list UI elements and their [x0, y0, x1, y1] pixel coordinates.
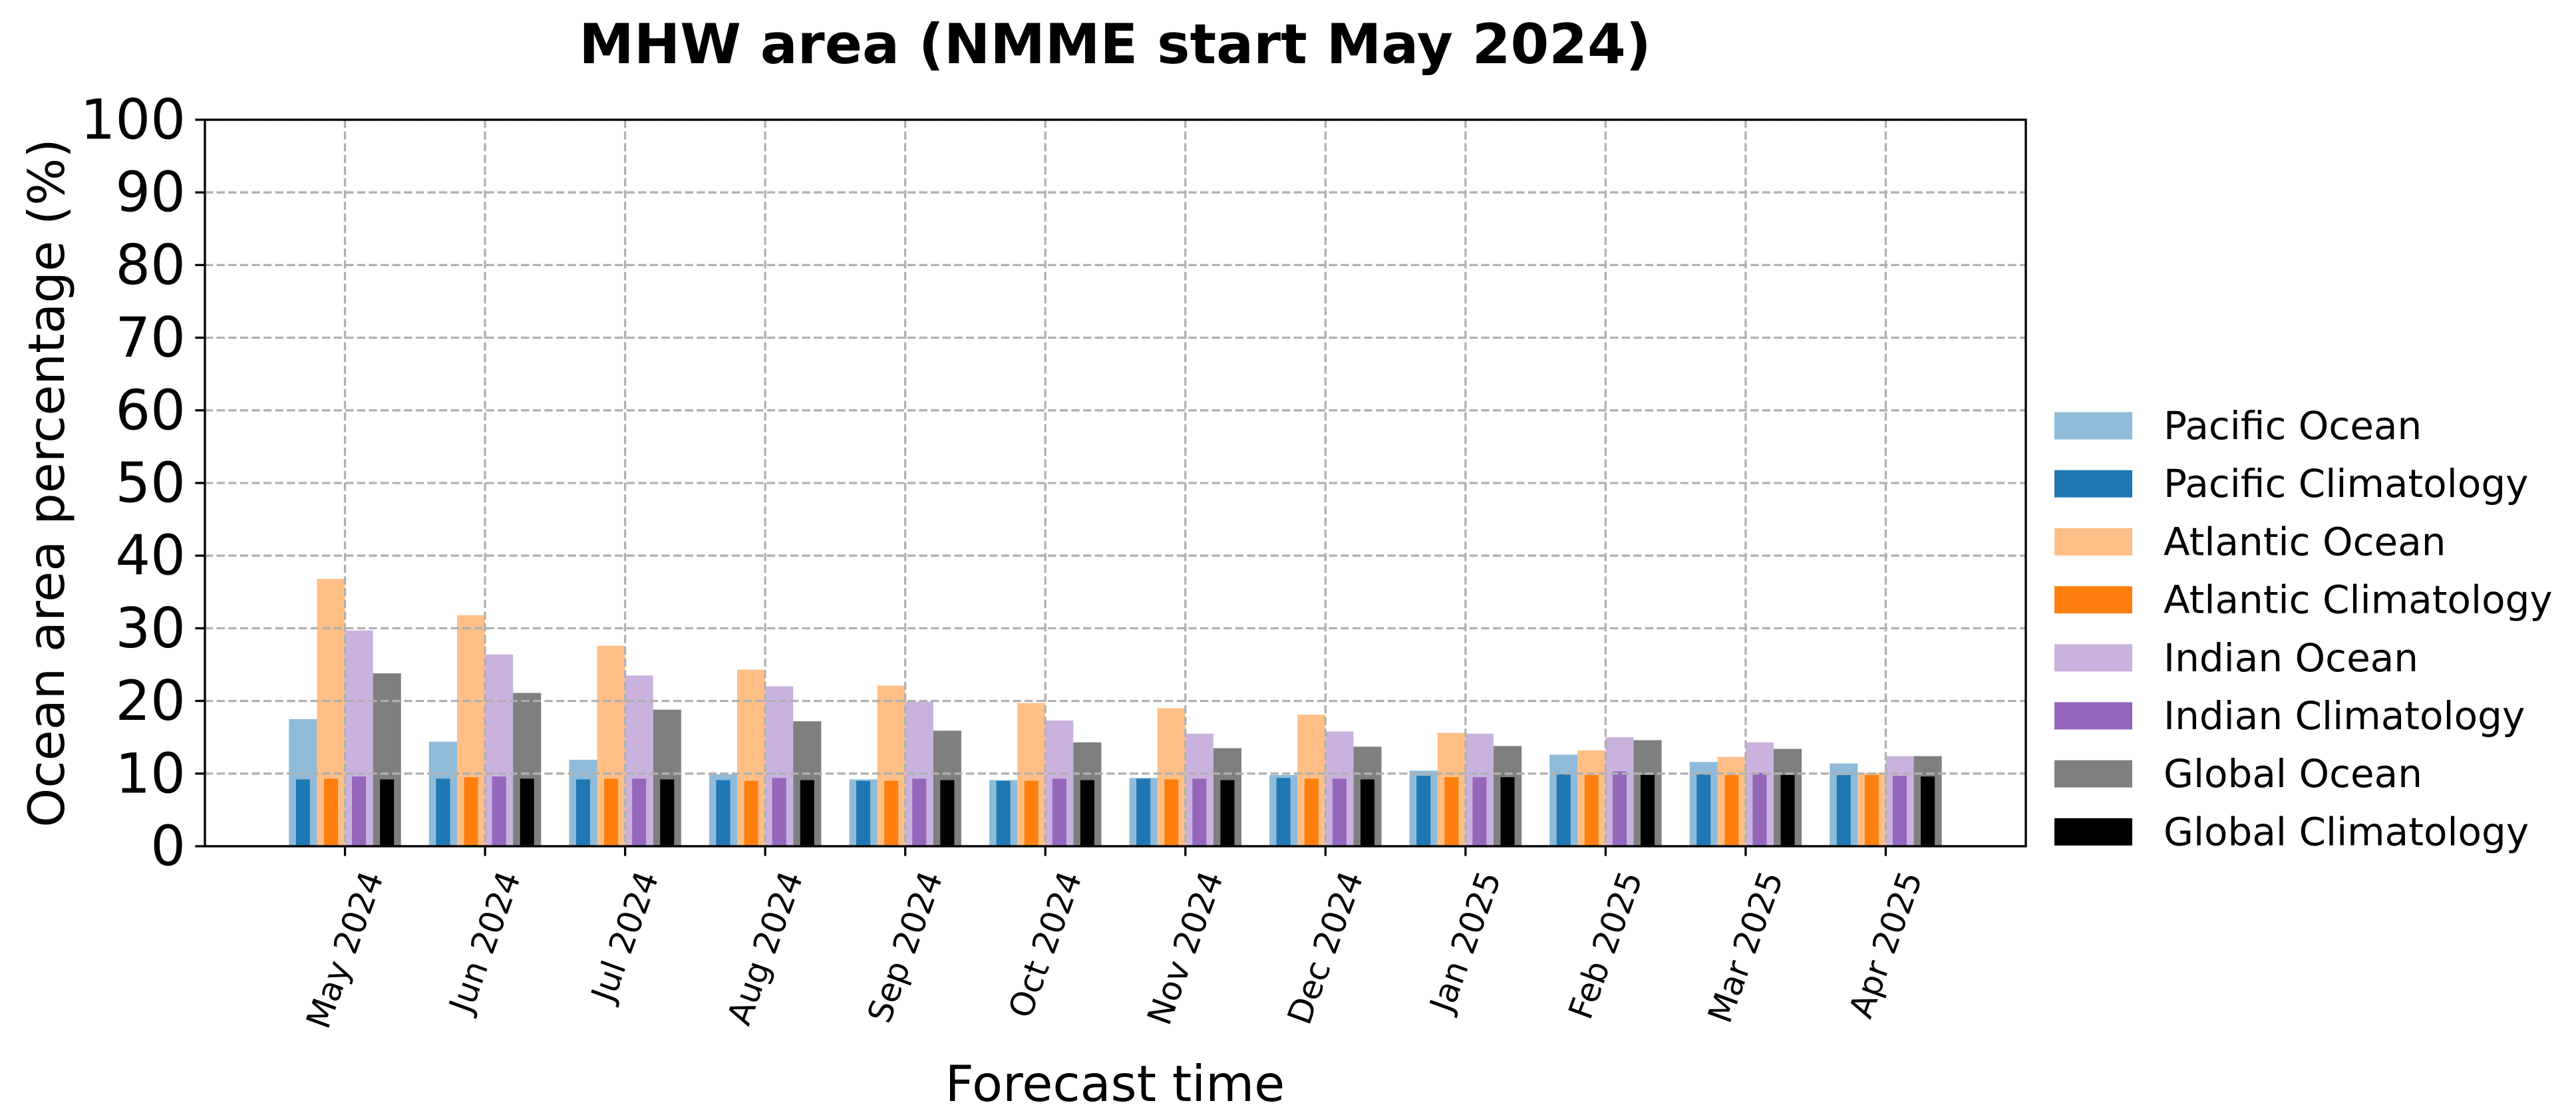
- bar-global-climatology-nov-2024: [1220, 780, 1235, 846]
- bar-atlantic-climatology-nov-2024: [1164, 779, 1179, 846]
- bar-indian-climatology-may-2024: [352, 776, 367, 846]
- bar-global-climatology-jan-2025: [1500, 777, 1515, 846]
- bar-global-climatology-feb-2025: [1641, 774, 1655, 846]
- y-tick-label: 30: [115, 596, 186, 661]
- y-tick-label: 50: [115, 451, 186, 516]
- bar-indian-climatology-nov-2024: [1192, 778, 1207, 846]
- y-axis-ticks: 0 10 20 30 40 50 60 70 80 90 100: [80, 88, 205, 879]
- bar-pacific-climatology-dec-2024: [1276, 778, 1291, 846]
- bar-pacific-climatology-oct-2024: [996, 780, 1011, 846]
- legend-item-atlantic-climatology: Atlantic Climatology: [2054, 577, 2553, 623]
- bar-global-climatology-apr-2025: [1921, 776, 1935, 846]
- y-tick-label: 0: [150, 814, 186, 879]
- legend-swatch: [2054, 470, 2132, 498]
- bar-indian-climatology-sep-2024: [912, 778, 927, 846]
- y-tick-label: 90: [115, 160, 186, 225]
- legend-item-atlantic-ocean: Atlantic Ocean: [2054, 519, 2446, 564]
- bar-atlantic-climatology-mar-2025: [1724, 774, 1739, 846]
- legend-item-pacific-climatology: Pacific Climatology: [2054, 461, 2529, 506]
- legend-swatch: [2054, 644, 2132, 672]
- bar-indian-climatology-jul-2024: [632, 778, 647, 846]
- legend-swatch: [2054, 412, 2132, 440]
- bar-atlantic-climatology-jun-2024: [464, 777, 478, 846]
- legend-label: Indian Ocean: [2164, 635, 2418, 681]
- chart-title: MHW area (NMME start May 2024): [579, 12, 1651, 77]
- bar-pacific-climatology-feb-2025: [1556, 774, 1571, 846]
- legend-label: Global Ocean: [2164, 751, 2422, 796]
- legend-label: Pacific Climatology: [2164, 461, 2529, 506]
- legend-item-indian-ocean: Indian Ocean: [2054, 635, 2418, 681]
- bar-indian-climatology-apr-2025: [1892, 776, 1907, 846]
- bar-global-climatology-dec-2024: [1360, 779, 1374, 846]
- bar-global-climatology-aug-2024: [800, 780, 814, 846]
- bar-indian-climatology-oct-2024: [1052, 778, 1066, 846]
- bar-atlantic-climatology-aug-2024: [744, 780, 758, 846]
- legend-label: Pacific Ocean: [2164, 403, 2422, 448]
- y-tick-label: 80: [115, 233, 186, 297]
- bar-atlantic-climatology-sep-2024: [884, 780, 899, 846]
- y-tick-label: 10: [115, 741, 186, 806]
- y-tick-label: 40: [115, 524, 186, 588]
- legend-item-global-climatology: Global Climatology: [2054, 809, 2529, 854]
- bar-indian-climatology-dec-2024: [1332, 778, 1347, 846]
- bar-atlantic-climatology-feb-2025: [1584, 774, 1599, 846]
- legend-label: Atlantic Ocean: [2164, 519, 2446, 564]
- legend-item-indian-climatology: Indian Climatology: [2054, 693, 2525, 738]
- bar-pacific-climatology-apr-2025: [1836, 774, 1851, 846]
- bar-atlantic-climatology-dec-2024: [1304, 778, 1319, 846]
- bar-pacific-climatology-aug-2024: [716, 780, 730, 846]
- bar-indian-climatology-aug-2024: [772, 778, 786, 846]
- bar-global-climatology-mar-2025: [1780, 774, 1795, 846]
- bar-global-climatology-jun-2024: [520, 778, 534, 846]
- legend-item-pacific-ocean: Pacific Ocean: [2054, 403, 2422, 448]
- bar-pacific-climatology-sep-2024: [856, 780, 871, 846]
- bar-atlantic-climatology-jul-2024: [604, 778, 619, 846]
- bar-atlantic-climatology-jan-2025: [1444, 777, 1459, 846]
- y-tick-label: 70: [115, 305, 186, 370]
- bar-pacific-climatology-jun-2024: [436, 778, 450, 846]
- bar-indian-climatology-feb-2025: [1612, 771, 1627, 846]
- plot-frame: [204, 118, 2027, 848]
- legend-item-global-ocean: Global Ocean: [2054, 751, 2422, 796]
- bar-pacific-climatology-jan-2025: [1416, 776, 1431, 846]
- legend-label: Global Climatology: [2164, 809, 2529, 854]
- bar-indian-climatology-jun-2024: [492, 776, 506, 846]
- bar-pacific-climatology-mar-2025: [1696, 774, 1711, 846]
- y-tick-label: 20: [115, 669, 186, 733]
- legend-label: Atlantic Climatology: [2164, 577, 2553, 623]
- bar-global-climatology-jul-2024: [660, 779, 675, 846]
- bar-global-climatology-sep-2024: [940, 780, 955, 846]
- legend-swatch: [2054, 586, 2132, 614]
- bar-pacific-climatology-jul-2024: [575, 779, 590, 846]
- legend-label: Indian Climatology: [2164, 693, 2525, 738]
- legend-swatch: [2054, 528, 2132, 556]
- legend-swatch: [2054, 702, 2132, 730]
- legend-swatch: [2054, 760, 2132, 788]
- legend-swatch: [2054, 818, 2132, 846]
- bar-pacific-climatology-nov-2024: [1136, 778, 1151, 846]
- bar-indian-climatology-jan-2025: [1472, 777, 1487, 846]
- y-tick-label: 60: [115, 378, 186, 442]
- bar-layer: [289, 579, 1942, 846]
- bar-global-climatology-may-2024: [380, 779, 395, 846]
- bar-indian-climatology-mar-2025: [1752, 772, 1767, 846]
- bar-pacific-climatology-may-2024: [295, 779, 310, 846]
- bar-atlantic-climatology-oct-2024: [1024, 780, 1039, 846]
- bar-atlantic-climatology-may-2024: [323, 778, 339, 846]
- y-axis-label: Ocean area percentage (%): [17, 138, 76, 827]
- bar-global-climatology-oct-2024: [1080, 780, 1094, 846]
- bar-atlantic-climatology-apr-2025: [1864, 774, 1879, 846]
- x-axis-label: Forecast time: [945, 1054, 1285, 1113]
- y-tick-label: 100: [80, 88, 186, 152]
- legend: Pacific Ocean Pacific Climatology Atlantic…: [2054, 403, 2553, 854]
